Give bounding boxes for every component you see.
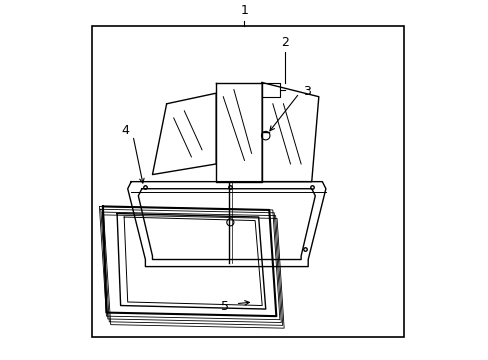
Text: 2: 2 [281,36,288,49]
Bar [92,26,403,337]
Text: 4: 4 [122,124,129,137]
Text: 5: 5 [220,300,228,313]
Text: 1: 1 [240,4,248,17]
Text: 3: 3 [302,85,310,98]
